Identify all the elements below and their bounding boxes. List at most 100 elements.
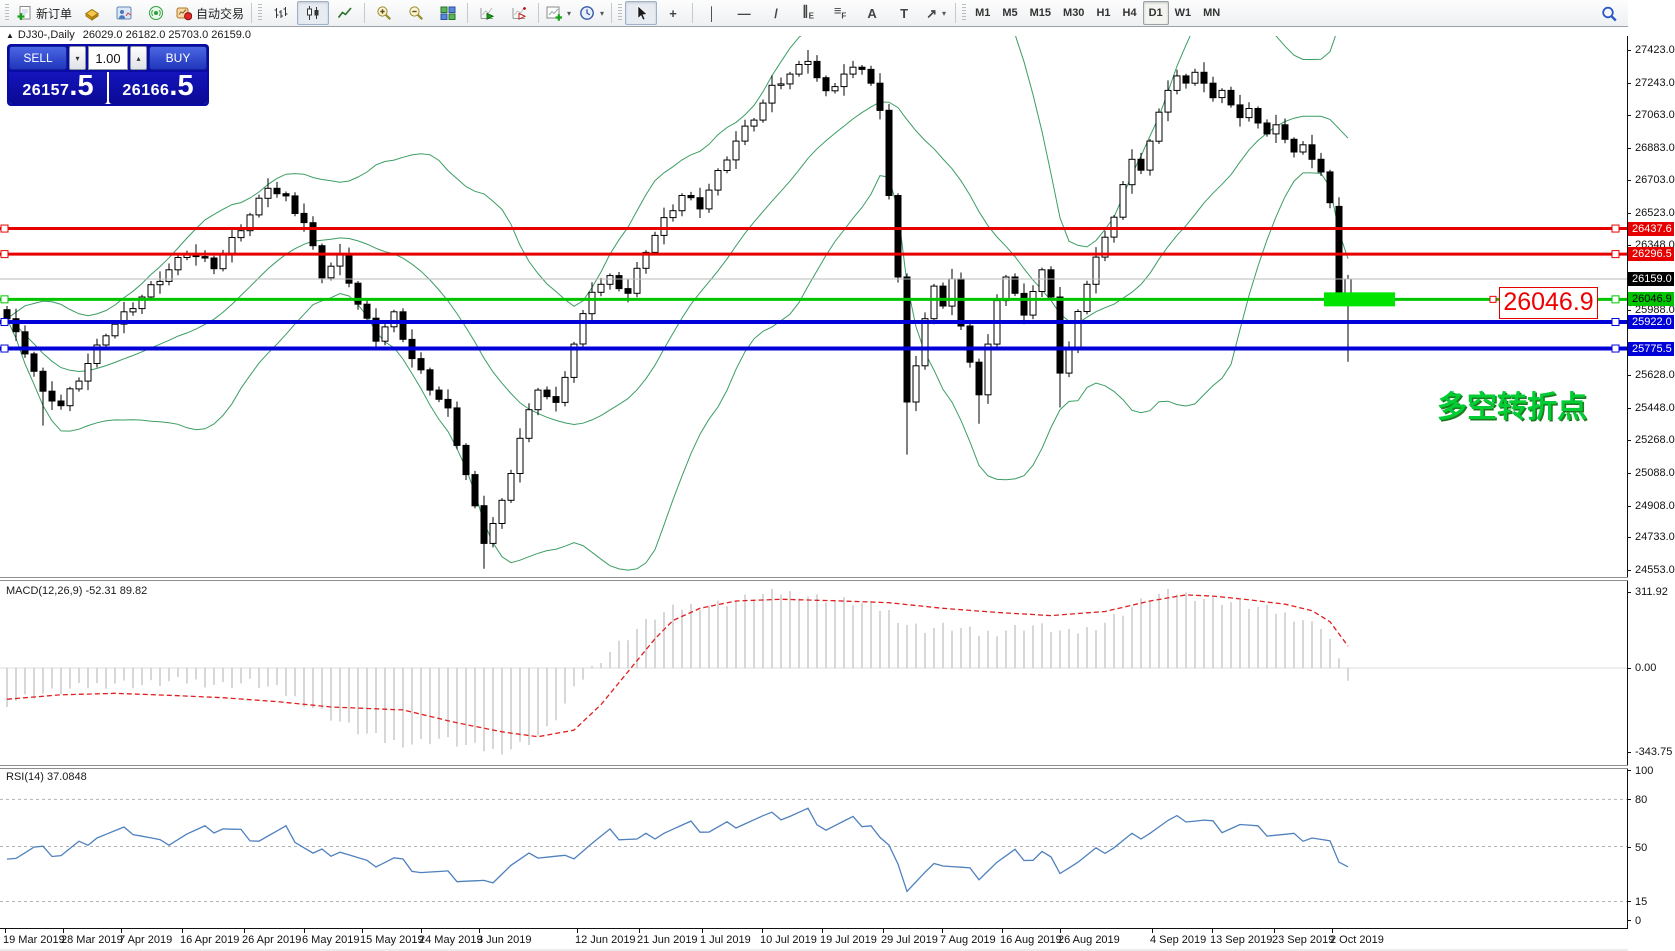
zoom-out-button[interactable] bbox=[400, 1, 432, 25]
timeframe-h4[interactable]: H4 bbox=[1122, 7, 1137, 19]
candle-body bbox=[1038, 269, 1046, 293]
price-badge: 26159.0 bbox=[1628, 272, 1674, 286]
chart-shift-button[interactable] bbox=[503, 1, 535, 25]
candle-body bbox=[957, 278, 965, 327]
timeframe-d1[interactable]: D1 bbox=[1142, 1, 1169, 25]
pane-separator[interactable] bbox=[0, 765, 1675, 769]
collapse-arrow-icon[interactable]: ▲ bbox=[6, 31, 14, 40]
candle-body bbox=[246, 214, 254, 232]
date-label: 3 Jun 2019 bbox=[477, 934, 532, 946]
toolbar-grip[interactable] bbox=[618, 4, 623, 22]
sell-price[interactable]: 26157.5 bbox=[9, 72, 107, 104]
date-label: 7 Aug 2019 bbox=[940, 934, 996, 946]
rsi-pane[interactable] bbox=[0, 768, 1627, 928]
line-handle[interactable] bbox=[1611, 295, 1620, 304]
candle-body bbox=[876, 82, 884, 111]
zoom-in-button[interactable] bbox=[368, 1, 400, 25]
line-handle[interactable] bbox=[0, 250, 9, 259]
new-order-button[interactable]: 新订单 bbox=[12, 1, 76, 25]
time-axis[interactable]: 19 Mar 2019 28 Mar 2019 7 Apr 2019 16 Apr 2… bbox=[0, 929, 1627, 951]
search-button[interactable] bbox=[1593, 2, 1625, 26]
tiles-icon bbox=[440, 5, 456, 21]
timeframe-m30[interactable]: M30 bbox=[1063, 7, 1085, 19]
annotation-text[interactable]: 多空转折点 bbox=[1437, 391, 1587, 424]
vertical-line-button[interactable]: │ bbox=[696, 1, 728, 25]
callout-anchor[interactable] bbox=[1489, 295, 1497, 303]
time-axis-tick bbox=[942, 929, 943, 933]
dropdown-caret-icon[interactable]: ▾ bbox=[567, 8, 572, 18]
timeframe-m15[interactable]: M15 bbox=[1029, 7, 1052, 19]
candle-body bbox=[525, 409, 533, 439]
buy-button[interactable]: BUY bbox=[149, 46, 207, 70]
market-watch-button[interactable] bbox=[108, 1, 140, 25]
crosshair-button[interactable]: + bbox=[657, 1, 689, 25]
date-label: 6 May 2019 bbox=[302, 934, 360, 946]
time-axis-tick bbox=[479, 929, 480, 933]
date-label: 26 Aug 2019 bbox=[1058, 934, 1120, 946]
date-label: 19 Mar 2019 bbox=[3, 934, 65, 946]
line-handle[interactable] bbox=[1611, 250, 1620, 259]
price-int: 26157 bbox=[22, 82, 70, 99]
text-label-button[interactable]: T bbox=[888, 1, 920, 25]
candle-body bbox=[1002, 276, 1010, 302]
line-handle[interactable] bbox=[0, 344, 9, 353]
volume-input[interactable]: 1.00 bbox=[88, 46, 128, 70]
pane-separator[interactable] bbox=[0, 577, 1675, 581]
new-chart-button[interactable]: ▾ bbox=[542, 1, 575, 25]
timeframe-h1[interactable]: H1 bbox=[1096, 7, 1111, 19]
line-handle[interactable] bbox=[0, 317, 9, 326]
dropdown-caret-icon[interactable]: ▾ bbox=[600, 8, 605, 18]
candle-body bbox=[156, 280, 164, 286]
buy-price[interactable]: 26166.5 bbox=[109, 72, 207, 104]
main-chart-pane[interactable] bbox=[0, 36, 1627, 577]
price-frac: .5 bbox=[169, 70, 194, 102]
toolbar-grip[interactable] bbox=[962, 4, 967, 22]
toolbar-separator bbox=[692, 3, 694, 23]
candle-body bbox=[579, 313, 587, 345]
timeframe-m5[interactable]: M5 bbox=[1002, 7, 1018, 19]
line-handle[interactable] bbox=[0, 295, 9, 304]
price-axis[interactable]: 27423.0 27243.0 27063.0 26883.0 26703.0 26523… bbox=[1627, 0, 1675, 951]
auto-trading-button[interactable]: 自动交易 bbox=[172, 1, 248, 25]
candle-body bbox=[939, 285, 947, 307]
time-axis-tick bbox=[762, 929, 763, 933]
line-handle[interactable] bbox=[1611, 224, 1620, 233]
timeframe-w1[interactable]: W1 bbox=[1174, 7, 1192, 19]
macd-pane[interactable] bbox=[0, 580, 1627, 765]
price-callout[interactable]: 26046.9 bbox=[1499, 287, 1598, 319]
dropdown-caret-icon[interactable]: ▾ bbox=[942, 8, 947, 18]
sell-button[interactable]: SELL bbox=[9, 46, 67, 70]
axis-tick bbox=[1627, 408, 1631, 409]
cursor-icon bbox=[633, 5, 649, 21]
timeframe-m1[interactable]: M1 bbox=[975, 7, 991, 19]
toolbar-grip[interactable] bbox=[5, 4, 9, 22]
candle-body bbox=[696, 197, 704, 210]
line-chart-button[interactable] bbox=[329, 1, 361, 25]
line-handle[interactable] bbox=[1611, 344, 1620, 353]
timeframe-mn[interactable]: MN bbox=[1203, 7, 1221, 19]
line-handle[interactable] bbox=[1611, 317, 1620, 326]
text-button[interactable]: A bbox=[856, 1, 888, 25]
arrows-button[interactable]: ↗ ▾ bbox=[920, 1, 952, 25]
time-axis-tick bbox=[421, 929, 422, 933]
chartshift-icon bbox=[511, 5, 527, 21]
highlight-rectangle[interactable] bbox=[1324, 292, 1395, 307]
volume-decrease-button[interactable]: ▾ bbox=[69, 46, 86, 70]
equidistant-channel-button[interactable]: ∥E bbox=[792, 1, 824, 25]
fibonacci-button[interactable]: ≡F bbox=[824, 1, 856, 25]
line-handle[interactable] bbox=[0, 224, 9, 233]
trendline-button[interactable]: / bbox=[760, 1, 792, 25]
date-label: 12 Jun 2019 bbox=[575, 934, 636, 946]
toolbar-grip[interactable] bbox=[258, 4, 263, 22]
profiles-button[interactable]: ▾ bbox=[575, 1, 608, 25]
styler-button[interactable] bbox=[76, 1, 108, 25]
volume-increase-button[interactable]: ▴ bbox=[130, 46, 147, 70]
signals-button[interactable] bbox=[140, 1, 172, 25]
cursor-button[interactable] bbox=[625, 1, 658, 25]
horizontal-line-button[interactable]: — bbox=[728, 1, 760, 25]
auto-scroll-button[interactable] bbox=[471, 1, 503, 25]
candlestick-button[interactable] bbox=[297, 1, 330, 25]
bar-chart-button[interactable] bbox=[265, 1, 297, 25]
tile-windows-button[interactable] bbox=[432, 1, 464, 25]
candle-body bbox=[1164, 89, 1172, 113]
